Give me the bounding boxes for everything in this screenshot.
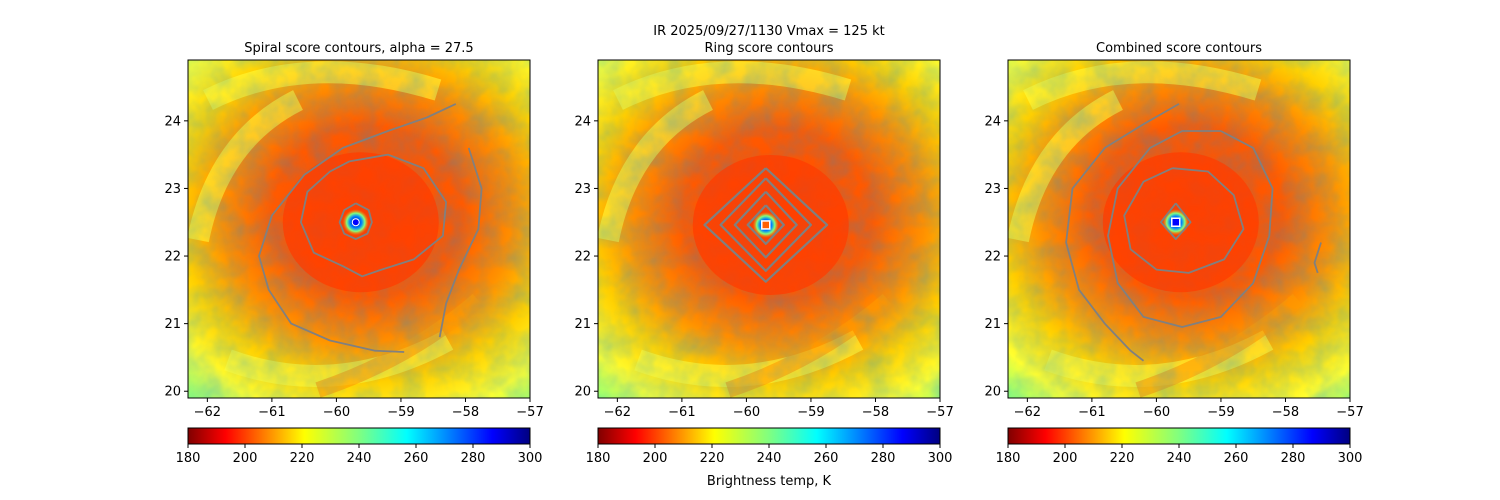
colorbar-tick-label: 260 xyxy=(814,451,839,466)
colorbar-tick-label: 180 xyxy=(586,451,611,466)
contour-outer xyxy=(1107,130,1274,328)
colorbar-tick-label: 300 xyxy=(928,451,953,466)
center-marker xyxy=(761,220,771,230)
colorbar: 180 200 220 240 260 280 300 xyxy=(176,427,543,466)
center-marker xyxy=(1171,217,1181,227)
colorbar-tick-label: 200 xyxy=(233,451,258,466)
colorbar-tick-label: 300 xyxy=(1338,451,1363,466)
x-tick-label: −59 xyxy=(1207,405,1234,420)
y-tick-label: 24 xyxy=(164,114,181,129)
colorbar-label: Brightness temp, K xyxy=(707,474,832,489)
x-tick-label: −61 xyxy=(258,405,285,420)
axes-frame xyxy=(597,59,941,399)
axes-frame xyxy=(1007,59,1351,399)
x-tick-label: −57 xyxy=(926,405,953,420)
brightness-image xyxy=(598,60,940,398)
panel-title: Combined score contours xyxy=(1096,41,1262,56)
colorbar-tick-label: 180 xyxy=(996,451,1021,466)
x-tick-label: −60 xyxy=(323,405,350,420)
y-tick-label: 20 xyxy=(164,385,181,400)
contour-ring-4 xyxy=(703,167,829,283)
x-tick-label: −62 xyxy=(1014,405,1041,420)
x-tick-label: −57 xyxy=(516,405,543,420)
contour-outer-spiral-1 xyxy=(258,103,457,353)
contour-middle xyxy=(1123,167,1245,274)
contour-inner xyxy=(1160,202,1192,240)
x-tick-label: −62 xyxy=(194,405,221,420)
y-tick-label: 23 xyxy=(984,182,1001,197)
y-tick-label: 20 xyxy=(984,385,1001,400)
score-contours xyxy=(1065,103,1322,362)
x-tick-label: −57 xyxy=(1336,405,1363,420)
figure-title: IR 2025/09/27/1130 Vmax = 125 kt xyxy=(653,24,884,39)
colorbar-tick-label: 220 xyxy=(290,451,315,466)
score-contours xyxy=(703,167,829,283)
y-tick-label: 23 xyxy=(574,182,591,197)
panel-2: Ring score contours −62 −61 −60 −59 −58 −57 20 2… xyxy=(574,41,953,466)
x-tick-label: −59 xyxy=(797,405,824,420)
colorbar-tick-label: 280 xyxy=(871,451,896,466)
x-tick-label: −60 xyxy=(733,405,760,420)
brightness-image xyxy=(188,60,530,398)
y-tick-label: 22 xyxy=(164,250,181,265)
contour-ring-2 xyxy=(733,191,798,259)
x-tick-label: −58 xyxy=(452,405,479,420)
y-tick-label: 22 xyxy=(984,250,1001,265)
colorbar: 180 200 220 240 260 280 300 xyxy=(586,427,953,466)
colorbar-tick-label: 240 xyxy=(347,451,372,466)
panels: Spiral score contours, alpha = 27.5 −62 −6… xyxy=(164,41,1363,466)
panel-3: Combined score contours −62 −61 −60 −59 −58 −5… xyxy=(984,41,1363,466)
contour-inner xyxy=(338,202,373,240)
colorbar-tick-label: 200 xyxy=(643,451,668,466)
y-tick-label: 24 xyxy=(984,114,1001,129)
panel-1: Spiral score contours, alpha = 27.5 −62 −6… xyxy=(164,41,543,466)
x-tick-label: −61 xyxy=(668,405,695,420)
x-tick-label: −62 xyxy=(604,405,631,420)
colorbar-tick-label: 220 xyxy=(700,451,725,466)
colorbar-tick-label: 260 xyxy=(1224,451,1249,466)
y-tick-label: 22 xyxy=(574,250,591,265)
contour-ring-1 xyxy=(746,204,785,245)
colorbar-tick-label: 260 xyxy=(404,451,429,466)
colorbar-tick-label: 280 xyxy=(1281,451,1306,466)
axes-frame xyxy=(187,59,531,399)
contour-ring-3 xyxy=(719,177,812,272)
colorbar-tick-label: 200 xyxy=(1053,451,1078,466)
score-contours xyxy=(258,103,483,353)
colorbar-tick-label: 220 xyxy=(1110,451,1135,466)
panel-title: Ring score contours xyxy=(704,41,833,56)
x-tick-label: −61 xyxy=(1078,405,1105,420)
x-tick-label: −58 xyxy=(1272,405,1299,420)
y-tick-label: 21 xyxy=(574,317,591,332)
y-tick-label: 21 xyxy=(164,317,181,332)
y-tick-label: 24 xyxy=(574,114,591,129)
contour-middle xyxy=(300,153,447,278)
contour-outer-arm xyxy=(1065,103,1180,362)
panel-title: Spiral score contours, alpha = 27.5 xyxy=(244,41,473,56)
colorbar: 180 200 220 240 260 280 300 xyxy=(996,427,1363,466)
y-tick-label: 21 xyxy=(984,317,1001,332)
colorbar-tick-label: 280 xyxy=(461,451,486,466)
colorbar-tick-label: 180 xyxy=(176,451,201,466)
y-tick-label: 23 xyxy=(164,182,181,197)
contour-east-fragment xyxy=(1313,242,1322,274)
colorbar-tick-label: 240 xyxy=(757,451,782,466)
brightness-image xyxy=(1008,60,1350,398)
x-tick-label: −60 xyxy=(1143,405,1170,420)
x-tick-label: −59 xyxy=(387,405,414,420)
y-tick-label: 20 xyxy=(574,385,591,400)
colorbar-tick-label: 300 xyxy=(518,451,543,466)
contour-outer-spiral-2 xyxy=(438,147,483,338)
center-marker xyxy=(351,218,360,227)
colorbar-tick-label: 240 xyxy=(1167,451,1192,466)
x-tick-label: −58 xyxy=(862,405,889,420)
